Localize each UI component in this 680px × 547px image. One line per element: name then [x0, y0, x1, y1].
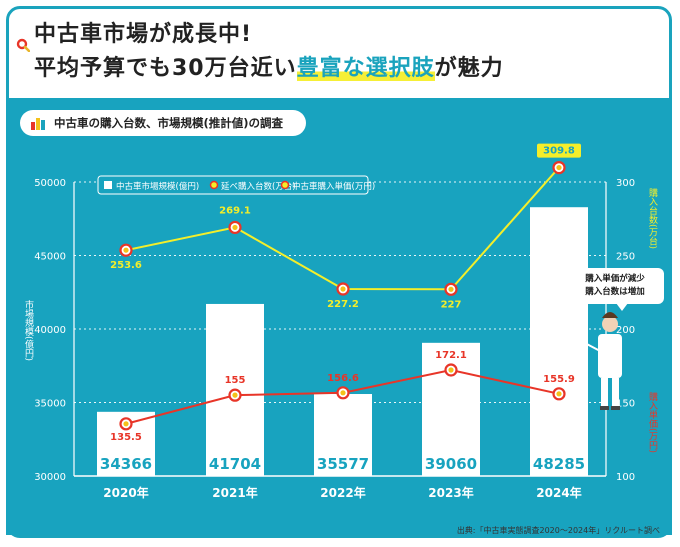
line-point-center [556, 164, 562, 171]
legend-box [97, 175, 369, 195]
left-axis-label: 市場規模(億円) [23, 299, 34, 361]
presenter-head [602, 316, 618, 332]
right-tick-label: 300 [616, 178, 635, 189]
presenter-shoe [600, 406, 609, 410]
line-value-label: 172.1 [435, 350, 467, 361]
line-value-label: 309.8 [543, 146, 575, 157]
bubble-line2: 購入台数は増加 [585, 287, 645, 297]
presenter-shoe [611, 406, 620, 410]
headline-line2: 平均予算でも30万台近い豊富な選択肢が魅力 [34, 50, 504, 82]
bubble-line1: 購入単価が減少 [585, 274, 645, 284]
line-point-center [448, 367, 454, 373]
bar-value-label: 41704 [209, 455, 261, 473]
line-value-label: 156.6 [327, 373, 359, 384]
bar [530, 207, 588, 476]
right-axis-label-top: 購入台数(万台) [647, 187, 658, 249]
speech-bubble: 購入単価が減少 購入台数は増加 [566, 268, 664, 311]
line-value-label: 269.1 [219, 205, 251, 216]
search-icon [16, 38, 30, 52]
line-point-center [232, 392, 238, 398]
highlight-tag [537, 143, 581, 158]
category-label: 2021年 [212, 485, 257, 500]
chart-subtitle-text: 中古車の購入台数、市場規模(推計値)の調査 [54, 116, 284, 130]
headline-post: が魅力 [434, 56, 504, 81]
line-point-center [123, 247, 129, 253]
right-axis-label-bottom: 購入単価(万円) [647, 391, 658, 453]
bar-value-label: 39060 [425, 455, 477, 473]
headline-line1: 中古車市場が成長中! [34, 22, 253, 47]
line-point-center [340, 390, 346, 396]
bar-chart-icon [31, 118, 45, 130]
legend-label: 中古車市場規模(億円) [116, 181, 199, 192]
right-tick-label: 250 [616, 252, 635, 263]
category-label: 2023年 [428, 485, 473, 500]
line-value-label: 155.9 [543, 374, 575, 385]
bar-value-label: 35577 [317, 455, 369, 473]
line-point-center [556, 391, 562, 397]
headline-pre: 平均予算でも30万台近い [34, 56, 297, 81]
left-tick-label: 30000 [34, 472, 66, 483]
source-note: 出典:「中古車実態調査2020〜2024年」リクルート調べ [456, 526, 660, 535]
category-label: 2020年 [103, 485, 148, 500]
legend-label: 延べ購入台数(万台) [221, 181, 296, 192]
chart-subtitle: 中古車の購入台数、市場規模(推計値)の調査 [20, 110, 306, 136]
category-label: 2024年 [536, 485, 581, 500]
line-point-center [448, 286, 454, 292]
left-tick-label: 45000 [34, 252, 66, 263]
bar-value-label: 48285 [533, 455, 585, 473]
bar [314, 394, 372, 476]
line-point-center [232, 224, 238, 231]
line-value-label: 227 [441, 299, 462, 310]
presenter-coat [598, 334, 622, 378]
presenter-hair [602, 312, 618, 318]
left-tick-label: 35000 [34, 399, 66, 410]
presenter-leg [612, 378, 619, 408]
left-tick-label: 40000 [34, 325, 66, 336]
category-label: 2022年 [320, 485, 365, 500]
right-tick-label: 150 [616, 399, 635, 410]
right-tick-label: 100 [616, 472, 635, 483]
presenter-leg [601, 378, 608, 408]
bar-value-label: 34366 [100, 455, 152, 473]
line-value-label: 227.2 [327, 299, 359, 310]
line-value-label: 135.5 [110, 432, 142, 443]
legend-swatch-units [209, 180, 219, 190]
line-value-label: 155 [225, 375, 246, 386]
line-point-center [340, 286, 346, 292]
legend-label: 中古車購入単価(万円) [292, 181, 375, 192]
line-value-label: 253.6 [110, 260, 142, 271]
right-tick-label: 200 [616, 325, 635, 336]
headline-highlight: 豊富な選択肢 [296, 56, 435, 81]
left-tick-label: 50000 [34, 178, 66, 189]
legend-swatch-bar [104, 181, 112, 189]
line-point-center [123, 421, 129, 427]
pointer-stick [559, 329, 603, 353]
legend-swatch-price [280, 180, 290, 190]
